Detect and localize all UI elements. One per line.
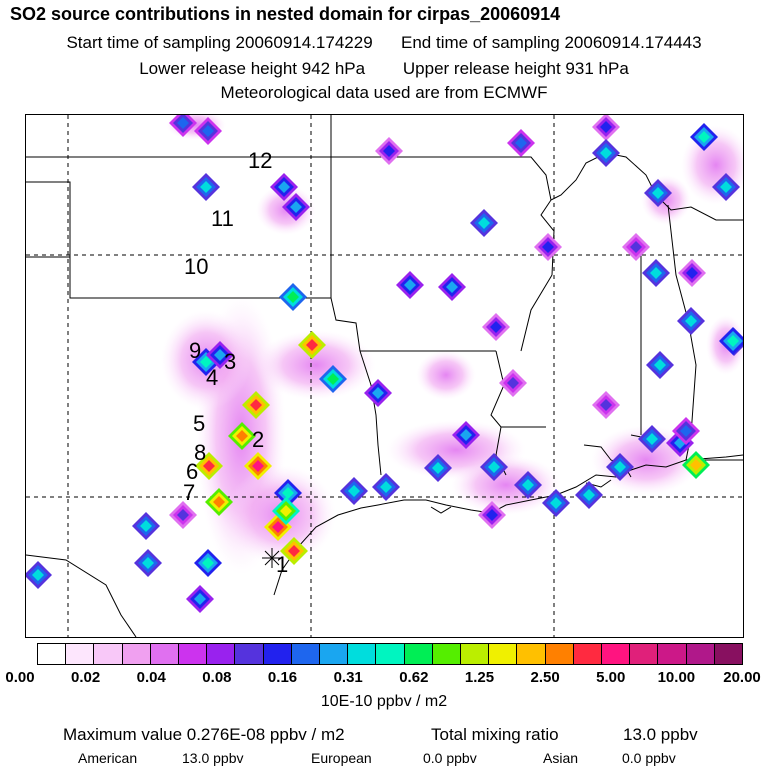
colorbar-segment: [179, 644, 208, 664]
upper-release-height: Upper release height 931 hPa: [402, 59, 629, 78]
european-value: 0.0 ppbv: [423, 750, 477, 766]
trajectory-label-6: 6: [186, 459, 199, 484]
asian-label: Asian: [543, 750, 579, 766]
colorbar-segment: [630, 644, 659, 664]
map-canvas: [26, 115, 743, 637]
colorbar-segment: [263, 644, 292, 664]
colorbar-segment: [461, 644, 490, 664]
trajectory-label-5: 5: [193, 411, 206, 436]
colorbar-segment: [348, 644, 377, 664]
colorbar-segment: [404, 644, 433, 664]
asian-value: 0.0 ppbv: [622, 750, 676, 766]
trajectory-label-12: 12: [248, 148, 273, 173]
colorbar-segment: [320, 644, 349, 664]
colorbar: [37, 643, 743, 665]
european-label: European: [311, 750, 372, 766]
colorbar-tick-label: 0.00: [5, 669, 35, 686]
colorbar-segment: [94, 644, 123, 664]
trajectory-label-2: 2: [252, 427, 265, 452]
colorbar-units: 10E-10 ppbv / m2: [320, 693, 448, 710]
concentration-cells: [26, 115, 743, 613]
colorbar-segment: [376, 644, 405, 664]
colorbar-segment: [150, 644, 180, 664]
american-label: American: [78, 750, 138, 766]
total-mixing-value: 13.0 ppbv: [623, 725, 698, 744]
source-marker: [262, 548, 282, 568]
trajectory-label-11: 11: [211, 206, 234, 231]
colorbar-segment: [602, 644, 631, 664]
colorbar-tick-label: 0.16: [267, 669, 298, 686]
maximum-value: Maximum value 0.276E-08 ppbv / m2: [63, 725, 345, 744]
trajectory-label-7: 7: [183, 480, 196, 505]
colorbar-tick-label: 0.08: [202, 669, 232, 686]
colorbar-segment: [714, 644, 743, 664]
colorbar-tick-label: 2.50: [530, 669, 560, 686]
colorbar-tick-label: 5.00: [596, 669, 626, 686]
map-panel: 12 11 10 9 3 4 5 2 8 6 7 1: [25, 114, 744, 638]
lower-release-height: Lower release height 942 hPa: [139, 59, 366, 78]
colorbar-segment: [432, 644, 462, 664]
total-mixing-label: Total mixing ratio: [431, 725, 559, 744]
colorbar-ticks: 0.00 0.02 0.04 0.08 0.16 0.31 0.62 1.25 2.50 5.00…: [0, 669, 768, 689]
trajectory-label-1: 1: [276, 552, 289, 577]
end-time: End time of sampling 20060914.174443: [401, 33, 702, 52]
colorbar-segment: [122, 644, 151, 664]
start-time: Start time of sampling 20060914.174229: [66, 33, 373, 52]
trajectory-label-9: 9: [189, 338, 202, 363]
map-title: SO2 source contributions in nested domai…: [10, 4, 561, 24]
colorbar-segment: [489, 644, 518, 664]
trajectory-label-4: 4: [206, 365, 219, 390]
sampling-time-line: Start time of sampling 20060914.174229 E…: [0, 33, 768, 53]
colorbar-segment: [207, 644, 236, 664]
colorbar-segment: [545, 644, 574, 664]
colorbar-segment: [38, 644, 67, 664]
state-borders: [26, 115, 743, 478]
colorbar-segment: [686, 644, 715, 664]
colorbar-tick-label: 1.25: [464, 669, 495, 686]
colorbar-tick-label: 0.62: [399, 669, 429, 686]
colorbar-segment: [658, 644, 687, 664]
trajectory-label-8: 8: [194, 440, 207, 465]
colorbar-segment: [291, 644, 321, 664]
trajectory-label-10: 10: [184, 254, 209, 279]
colorbar-segment: [517, 644, 546, 664]
american-value: 13.0 ppbv: [182, 750, 244, 766]
release-height-line: Lower release height 942 hPa Upper relea…: [0, 59, 768, 79]
colorbar-tick-label: 10.00: [657, 669, 696, 686]
colorbar-tick-label: 0.31: [333, 669, 363, 686]
colorbar-tick-label: 0.02: [71, 669, 101, 686]
colorbar-segment: [235, 644, 264, 664]
colorbar-segment: [573, 644, 603, 664]
met-data-line: Meteorological data used are from ECMWF: [220, 83, 548, 102]
trajectory-label-3: 3: [224, 349, 237, 374]
graticule-lines: [26, 115, 743, 637]
colorbar-tick-label: 20.00: [723, 669, 761, 686]
colorbar-tick-label: 0.04: [136, 669, 166, 686]
colorbar-segment: [66, 644, 95, 664]
